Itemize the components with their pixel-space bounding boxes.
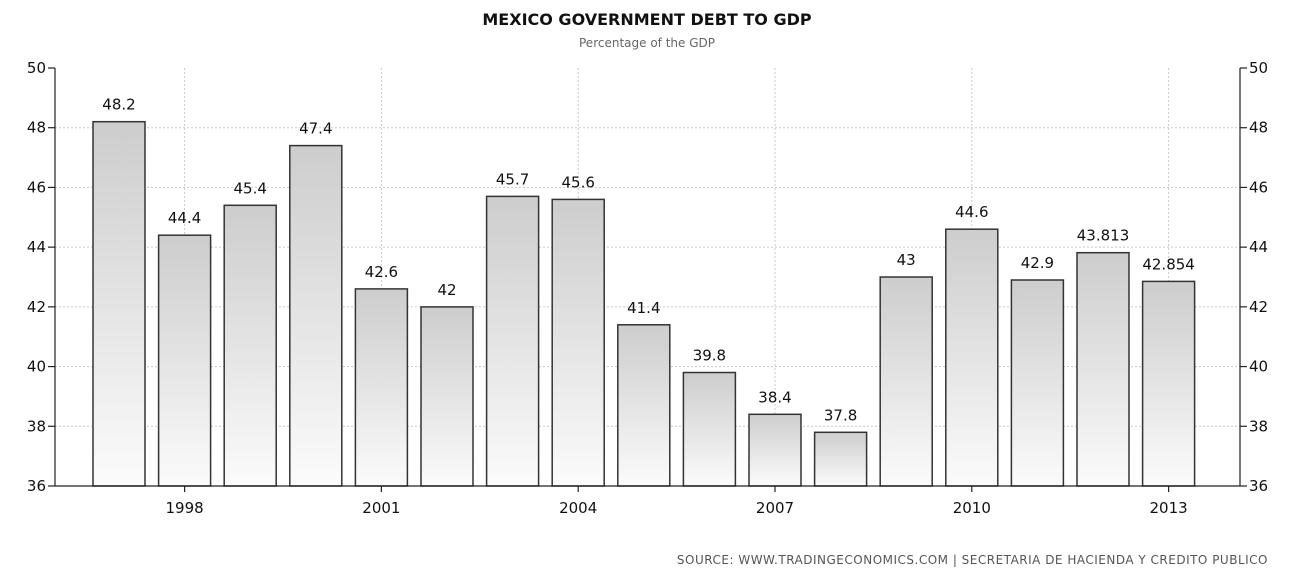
bar-1997 [92,120,146,487]
data-label-2013: 42.854 [1142,255,1195,273]
x-tick-label-1998: 1998 [166,499,204,517]
data-label-2011: 42.9 [1021,254,1054,272]
bar-2005 [617,324,671,487]
bar-2002 [420,306,474,487]
data-label-2010: 44.6 [955,203,988,221]
data-label-2005: 41.4 [627,299,660,317]
y-tick-label-left: 40 [27,358,46,376]
data-label-2008: 37.8 [824,406,857,424]
bar-2004 [551,198,605,487]
y-tick-label-right: 42 [1249,298,1268,316]
data-label-2006: 39.8 [693,347,726,365]
y-tick-label-left: 46 [27,178,46,196]
y-tick-label-left: 50 [27,59,46,77]
y-tick-label-right: 40 [1249,358,1268,376]
y-tick-label-right: 38 [1249,417,1268,435]
bar-2007 [748,413,802,487]
data-label-1998: 44.4 [168,209,201,227]
y-tick-label-right: 44 [1249,238,1268,256]
bar-2009 [879,276,933,487]
source-note: SOURCE: WWW.TRADINGECONOMICS.COM | SECRE… [677,553,1268,567]
x-tick-label-2001: 2001 [362,499,400,517]
x-tick-label-2004: 2004 [559,499,597,517]
y-tick-label-left: 38 [27,417,46,435]
bar-2000 [289,144,343,487]
y-tick-label-left: 44 [27,238,46,256]
bar-1999 [223,204,277,487]
axes: 36 36 38 38 40 40 42 42 44 44 46 46 48 48 50 50 1998 2001… [27,59,1268,517]
data-label-2004: 45.6 [561,173,594,191]
bar-2010 [945,228,999,487]
data-label-2012: 43.813 [1077,227,1130,245]
x-tick-label-2013: 2013 [1150,499,1188,517]
chart-subtitle: Percentage of the GDP [579,36,715,50]
bar-2012 [1076,251,1130,487]
data-label-2009: 43 [897,251,916,269]
bar-2003 [485,195,540,487]
data-label-2001: 42.6 [365,263,398,281]
bar-1998 [157,234,212,487]
data-label-1999: 45.4 [233,179,266,197]
data-label-2007: 38.4 [758,388,791,406]
bar-2001 [354,288,409,487]
bar-2006 [682,371,737,487]
data-label-1997: 48.2 [102,96,135,114]
y-tick-label-left: 48 [27,119,46,137]
y-tick-label-right: 36 [1249,477,1268,495]
data-label-2000: 47.4 [299,120,332,138]
bar-2011 [1010,279,1065,487]
y-tick-label-right: 46 [1249,178,1268,196]
y-tick-label-right: 50 [1249,59,1268,77]
chart-title: MEXICO GOVERNMENT DEBT TO GDP [482,10,812,29]
x-tick-label-2007: 2007 [756,499,794,517]
y-tick-label-left: 36 [27,477,46,495]
bar-2013 [1141,280,1196,487]
y-tick-label-left: 42 [27,298,46,316]
bar-2008 [813,431,868,487]
data-label-2002: 42 [437,281,456,299]
y-tick-label-right: 48 [1249,119,1268,137]
data-label-2003: 45.7 [496,170,529,188]
data-labels: 48.2 44.4 45.4 47.4 42.6 42 45.7 45.6 41.4 39.8 38… [102,96,1195,425]
x-tick-label-2010: 2010 [953,499,991,517]
